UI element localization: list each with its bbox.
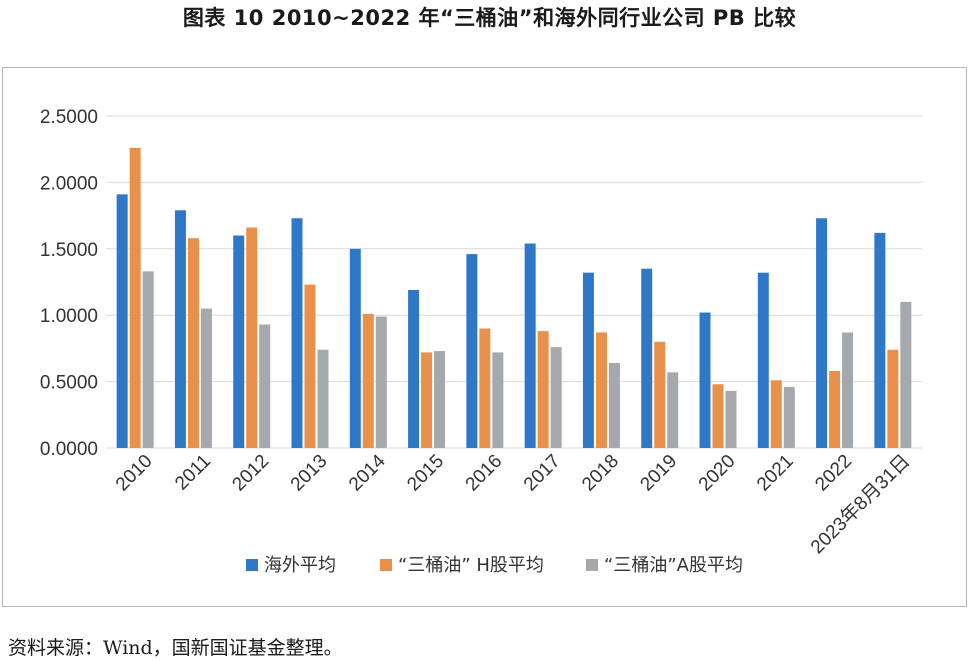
bar-series-3 bbox=[667, 372, 679, 448]
bar-series-1 bbox=[757, 272, 769, 448]
x-tick-label: 2017 bbox=[520, 451, 565, 496]
x-tick-label: 2013 bbox=[287, 451, 332, 496]
y-tick-label: 2.0000 bbox=[40, 173, 98, 194]
bars bbox=[116, 147, 912, 448]
bar-series-2 bbox=[129, 147, 141, 448]
bar-series-2 bbox=[187, 238, 199, 448]
bar-series-3 bbox=[900, 301, 912, 448]
chart-frame bbox=[2, 67, 967, 607]
bar-series-3 bbox=[317, 349, 329, 448]
bar-series-1 bbox=[524, 243, 536, 448]
x-axis-ticks: 2010 2011 2012 2013 2014 2015 2016 2017 2018 2019… bbox=[112, 450, 914, 558]
y-tick-label: 1.0000 bbox=[40, 306, 98, 327]
legend-swatch-2 bbox=[380, 559, 392, 571]
legend-label-1: 海外平均 bbox=[264, 555, 336, 576]
y-axis-ticks: 0.0000 0.5000 1.0000 1.5000 2.0000 2.5000 bbox=[40, 107, 98, 460]
bar-series-1 bbox=[349, 248, 361, 448]
bar-series-2 bbox=[421, 352, 433, 448]
grid-lines bbox=[106, 115, 922, 449]
bar-series-3 bbox=[725, 390, 737, 448]
bar-series-2 bbox=[887, 349, 899, 448]
x-tick-label: 2022 bbox=[811, 451, 856, 496]
bar-series-1 bbox=[874, 232, 886, 448]
bar-series-1 bbox=[816, 218, 828, 448]
x-tick-label: 2010 bbox=[112, 451, 157, 496]
x-tick-label: 2020 bbox=[695, 451, 740, 496]
bar-series-2 bbox=[304, 284, 316, 448]
bar-series-3 bbox=[259, 324, 271, 448]
x-tick-label: 2023年8月31日 bbox=[806, 450, 914, 558]
bar-series-1 bbox=[408, 289, 420, 448]
bar-series-2 bbox=[712, 384, 724, 448]
bar-series-2 bbox=[595, 332, 607, 448]
bar-series-1 bbox=[233, 235, 245, 448]
source-note: 资料来源：Wind，国新国证基金整理。 bbox=[8, 637, 343, 659]
x-tick-label: 2011 bbox=[171, 451, 215, 495]
legend-label-2: “三桶油” H股平均 bbox=[398, 555, 544, 576]
bar-series-3 bbox=[200, 308, 212, 448]
bar-series-1 bbox=[641, 268, 653, 448]
x-tick-label: 2016 bbox=[462, 451, 507, 496]
y-tick-label: 1.5000 bbox=[40, 240, 98, 261]
bar-series-1 bbox=[582, 272, 594, 448]
x-tick-label: 2018 bbox=[578, 451, 623, 496]
bar-series-3 bbox=[842, 332, 854, 448]
x-tick-label: 2015 bbox=[403, 451, 448, 496]
x-tick-label: 2019 bbox=[637, 451, 682, 496]
legend-label-3: “三桶油”A股平均 bbox=[604, 555, 743, 576]
bar-series-3 bbox=[142, 271, 154, 448]
bar-series-3 bbox=[492, 352, 504, 448]
bar-series-2 bbox=[537, 331, 549, 448]
bar-series-3 bbox=[608, 363, 620, 448]
bar-series-3 bbox=[783, 386, 795, 448]
x-tick-label: 2012 bbox=[229, 451, 274, 496]
y-tick-label: 0.0000 bbox=[40, 439, 98, 460]
y-tick-label: 0.5000 bbox=[40, 373, 98, 394]
bar-series-2 bbox=[770, 380, 782, 448]
legend-swatch-1 bbox=[246, 559, 258, 571]
y-tick-label: 2.5000 bbox=[40, 107, 98, 128]
bar-series-1 bbox=[174, 210, 186, 448]
bar-series-2 bbox=[654, 341, 666, 448]
bar-series-1 bbox=[116, 194, 128, 448]
chart-title: 图表 10 2010~2022 年“三桶油”和海外同行业公司 PB 比较 bbox=[182, 6, 797, 30]
x-tick-label: 2014 bbox=[345, 450, 390, 495]
bar-series-2 bbox=[479, 328, 491, 448]
bar-series-1 bbox=[699, 312, 711, 448]
bar-series-2 bbox=[362, 313, 374, 448]
x-tick-label: 2021 bbox=[753, 451, 798, 496]
legend-swatch-3 bbox=[586, 559, 598, 571]
bar-series-2 bbox=[246, 227, 258, 448]
bar-series-3 bbox=[375, 316, 387, 448]
bar-series-2 bbox=[829, 370, 841, 448]
legend: 海外平均 “三桶油” H股平均 “三桶油”A股平均 bbox=[246, 555, 743, 576]
bar-series-3 bbox=[434, 351, 446, 448]
bar-series-3 bbox=[550, 347, 562, 448]
bar-series-1 bbox=[291, 218, 303, 448]
bar-series-1 bbox=[466, 254, 478, 448]
